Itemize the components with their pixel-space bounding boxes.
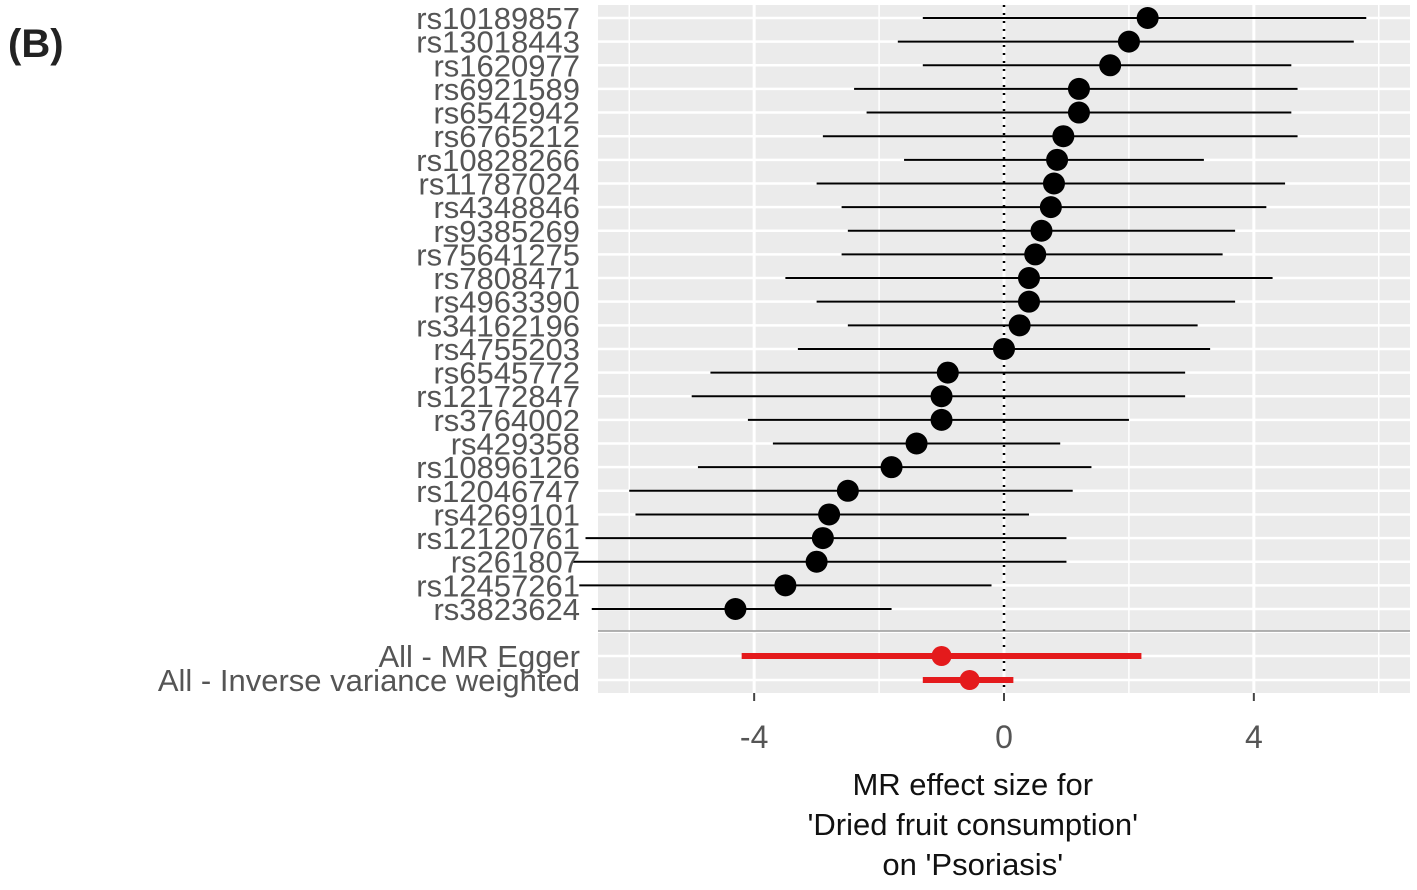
snp-point-rs75641275	[1024, 243, 1047, 266]
snp-label-rs261807: rs261807	[451, 545, 580, 580]
snp-label-rs3823624: rs3823624	[433, 592, 580, 627]
snp-label-rs3764002: rs3764002	[433, 403, 580, 438]
snp-point-rs34162196	[1008, 314, 1031, 337]
summary-label-2: All - Inverse variance weighted	[158, 663, 580, 698]
snp-label-rs4755203: rs4755203	[433, 332, 580, 367]
snp-point-rs429358	[905, 432, 928, 455]
x-axis-title: MR effect size for 'Dried fruit consumpti…	[807, 767, 1138, 882]
snp-label-rs13018443: rs13018443	[416, 25, 580, 60]
snp-point-rs10189857	[1136, 7, 1159, 29]
snp-label-rs6542942: rs6542942	[433, 96, 580, 131]
snp-point-rs4755203	[993, 337, 1015, 360]
snp-label-rs7808471: rs7808471	[433, 261, 580, 296]
snp-point-rs12046747	[836, 479, 859, 502]
snp-point-rs7808471	[1017, 267, 1040, 290]
snp-label-rs9385269: rs9385269	[433, 214, 580, 249]
snp-point-rs11787024	[1042, 172, 1065, 195]
snp-point-rs3764002	[930, 408, 953, 431]
snp-label-rs12120761: rs12120761	[416, 521, 580, 556]
x-tick-label: 0	[995, 719, 1013, 755]
snp-label-rs10189857: rs10189857	[416, 1, 580, 36]
snp-point-rs10828266	[1046, 148, 1069, 171]
snp-point-rs261807	[805, 550, 828, 573]
x-axis-ticks: -4 0 4	[740, 693, 1263, 755]
snp-label-rs12457261: rs12457261	[416, 568, 580, 603]
snp-label-rs10828266: rs10828266	[416, 143, 580, 178]
snp-label-rs4963390: rs4963390	[433, 285, 580, 320]
panel-label: (B)	[8, 22, 64, 66]
snp-point-rs6542942	[1067, 101, 1090, 124]
x-axis-title-line-2: 'Dried fruit consumption'	[807, 807, 1138, 842]
snp-label-rs6921589: rs6921589	[433, 72, 580, 107]
snp-point-rs12172847	[930, 385, 953, 408]
snp-point-rs4348846	[1039, 196, 1062, 219]
point-estimates	[724, 7, 1159, 690]
snp-point-rs6921589	[1067, 77, 1090, 100]
snp-label-rs4269101: rs4269101	[433, 497, 580, 532]
snp-label-rs11787024: rs11787024	[419, 166, 580, 201]
x-tick-label: 4	[1245, 719, 1263, 755]
snp-label-rs6765212: rs6765212	[433, 119, 580, 154]
snp-point-rs6545772	[936, 361, 959, 384]
snp-point-rs13018443	[1117, 30, 1140, 53]
snp-point-rs10896126	[880, 456, 903, 479]
snp-point-rs1620977	[1099, 54, 1122, 77]
snp-label-rs34162196: rs34162196	[416, 308, 580, 343]
snp-point-rs12457261	[774, 574, 797, 597]
x-tick-label: -4	[740, 719, 768, 755]
summary-point-2	[959, 670, 980, 690]
snp-label-rs75641275: rs75641275	[416, 237, 580, 272]
summary-label-1: All - MR Egger	[378, 639, 580, 674]
snp-label-rs1620977: rs1620977	[433, 48, 580, 83]
x-axis-title-line-1: MR effect size for	[852, 767, 1093, 802]
snp-point-rs3823624	[724, 598, 747, 620]
x-axis-title-line-3: on 'Psoriasis'	[882, 847, 1063, 882]
snp-label-rs12172847: rs12172847	[416, 379, 580, 414]
snp-label-rs4348846: rs4348846	[433, 190, 580, 225]
snp-label-rs10896126: rs10896126	[416, 450, 580, 485]
snp-point-rs6765212	[1052, 125, 1075, 148]
snp-point-rs4963390	[1017, 290, 1040, 313]
snp-label-rs6545772: rs6545772	[433, 356, 580, 391]
snp-label-rs12046747: rs12046747	[416, 474, 580, 509]
snp-point-rs12120761	[811, 527, 834, 550]
snp-point-rs9385269	[1030, 219, 1053, 242]
summary-point-1	[931, 646, 952, 666]
snp-point-rs4269101	[818, 503, 841, 526]
snp-labels: rs10189857rs13018443rs1620977rs6921589rs…	[158, 1, 580, 698]
snp-label-rs429358: rs429358	[451, 427, 580, 462]
